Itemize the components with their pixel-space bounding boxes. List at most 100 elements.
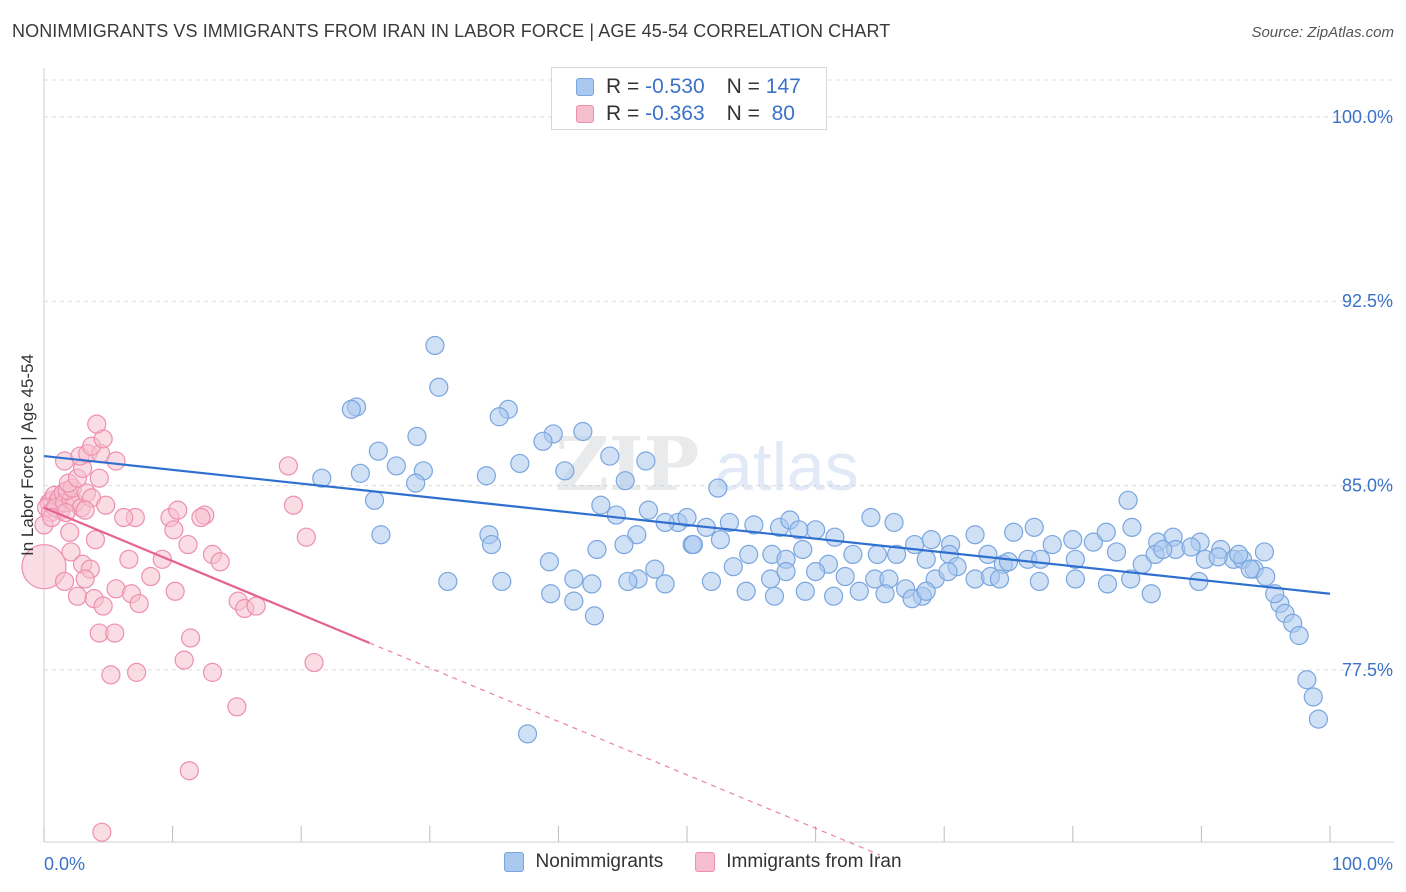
data-point-nonimmigrants [368, 441, 388, 461]
legend-item-nonimmigrants: Nonimmigrants [504, 851, 663, 873]
data-point-nonimmigrants [1153, 539, 1173, 560]
data-point-nonimmigrants [614, 534, 634, 555]
data-point-nonimmigrants [510, 453, 530, 474]
data-point-iran [85, 530, 106, 550]
watermark-atlas: atlas [715, 429, 859, 505]
data-point-nonimmigrants [1181, 537, 1201, 557]
data-point-iran [178, 534, 198, 555]
tick-labels: 100.0% 92.5% 85.0% 77.5% 0.0% 100.0% [44, 107, 1393, 874]
data-point-nonimmigrants [835, 566, 855, 587]
data-point-nonimmigrants [1118, 490, 1138, 510]
data-point-iran [119, 549, 139, 569]
data-point-iran [106, 451, 126, 471]
data-point-nonimmigrants [573, 421, 593, 442]
data-point-nonimmigrants [606, 505, 626, 525]
trend-line-iran-extension [369, 642, 881, 856]
legend-n-label: N = [726, 75, 766, 98]
data-point-iran [164, 520, 184, 540]
data-point-nonimmigrants [795, 581, 815, 601]
data-point-iran [296, 527, 316, 547]
data-point-nonimmigrants [1083, 532, 1103, 552]
y-tick-label: 92.5% [1342, 291, 1393, 311]
data-point-nonimmigrants [517, 724, 538, 744]
data-point-nonimmigrants [843, 544, 863, 565]
data-point-iran [227, 697, 247, 717]
data-point-nonimmigrants [555, 461, 575, 481]
data-point-nonimmigrants [406, 473, 426, 493]
data-point-iran [304, 652, 324, 673]
legend-r-value: -0.530 [645, 75, 705, 98]
legend-swatch-pink [576, 105, 594, 123]
data-point-nonimmigrants [1065, 549, 1085, 569]
data-point-nonimmigrants [489, 407, 509, 427]
trend-lines [43, 454, 1331, 856]
data-point-iran [89, 468, 109, 488]
trend-line-iran [43, 506, 370, 644]
data-point-nonimmigrants [600, 446, 620, 466]
legend-r-value: -0.363 [645, 102, 705, 125]
data-point-nonimmigrants [978, 544, 998, 565]
data-point-nonimmigrants [638, 500, 659, 520]
data-point-nonimmigrants [587, 539, 607, 560]
data-point-nonimmigrants [861, 507, 881, 528]
data-point-nonimmigrants [1256, 566, 1276, 587]
data-point-nonimmigrants [1024, 517, 1044, 537]
data-point-nonimmigrants [998, 552, 1019, 572]
data-point-nonimmigrants [492, 571, 512, 592]
series-legend: Nonimmigrants Immigrants from Iran [0, 851, 1406, 873]
data-point-iran [141, 566, 161, 587]
data-point-nonimmigrants [539, 552, 559, 572]
legend-swatch-nonimmigrants [504, 852, 525, 872]
data-point-nonimmigrants [710, 530, 731, 550]
data-point-nonimmigrants [645, 559, 665, 579]
data-point-nonimmigrants [1240, 559, 1260, 579]
data-point-nonimmigrants [407, 426, 427, 447]
data-point-iran [210, 552, 230, 572]
data-point-iran [75, 500, 95, 520]
data-point-nonimmigrants [1121, 569, 1141, 589]
data-point-iran [114, 507, 134, 528]
data-point-nonimmigrants [789, 520, 809, 540]
data-point-nonimmigrants [1096, 522, 1116, 542]
y-tick-label: 85.0% [1342, 476, 1393, 496]
data-point-nonimmigrants [867, 544, 887, 565]
axes [43, 68, 1394, 843]
data-point-iran [174, 650, 194, 670]
data-point-iran [129, 593, 149, 614]
data-point-iran [165, 581, 185, 601]
data-point-iran [67, 586, 88, 606]
data-point-nonimmigrants [615, 471, 635, 491]
data-point-nonimmigrants [481, 534, 502, 555]
y-tick-label: 77.5% [1342, 660, 1393, 680]
y-axis-label: In Labor Force | Age 45-54 [18, 354, 37, 556]
data-point-nonimmigrants [1297, 670, 1317, 690]
data-point-nonimmigrants [744, 515, 764, 535]
data-point-iran [61, 542, 81, 562]
legend-r-label: R = [606, 75, 646, 98]
data-point-iran [126, 662, 147, 682]
data-point-nonimmigrants [824, 586, 844, 606]
series-nonimmigrants [312, 335, 1329, 744]
data-point-nonimmigrants [875, 584, 895, 604]
data-point-iran [92, 822, 112, 842]
x-tick-label: 0.0% [44, 854, 85, 874]
data-point-nonimmigrants [564, 569, 584, 589]
data-point-nonimmigrants [341, 399, 361, 419]
data-point-nonimmigrants [438, 571, 458, 592]
data-point-iran [101, 665, 121, 685]
data-point-iran [93, 596, 113, 616]
data-point-nonimmigrants [965, 525, 985, 545]
data-point-nonimmigrants [764, 586, 785, 606]
data-point-nonimmigrants [739, 544, 759, 565]
data-point-nonimmigrants [736, 581, 756, 601]
data-point-nonimmigrants [425, 335, 445, 356]
data-point-nonimmigrants [884, 512, 904, 533]
data-point-nonimmigrants [916, 581, 936, 601]
data-point-nonimmigrants [805, 562, 826, 582]
data-point-nonimmigrants [1065, 569, 1085, 589]
data-point-iran [191, 507, 211, 528]
data-point-nonimmigrants [1063, 530, 1083, 550]
legend-label-nonimmigrants: Nonimmigrants [535, 851, 664, 872]
data-point-nonimmigrants [1031, 549, 1051, 569]
